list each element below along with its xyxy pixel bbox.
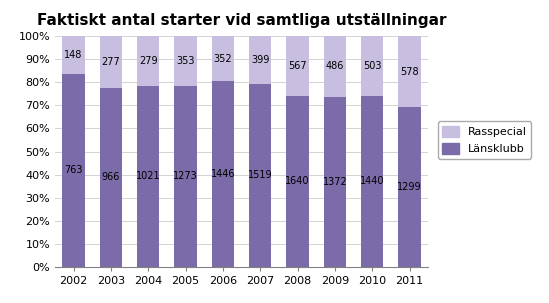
Bar [361,96,383,267]
Bar [137,86,159,267]
Text: 277: 277 [102,57,120,67]
Bar [212,36,234,82]
Bar [399,107,421,267]
Bar [175,36,197,86]
Text: 1440: 1440 [360,176,384,186]
Text: 279: 279 [139,56,158,66]
Text: 148: 148 [64,50,83,60]
Bar [287,36,309,95]
Bar [399,36,421,107]
Bar [100,88,122,267]
Text: 503: 503 [363,61,382,71]
Text: 1021: 1021 [136,171,160,181]
Bar [249,36,271,84]
Bar [100,36,122,88]
Bar [324,36,346,97]
Bar [287,95,309,267]
Bar [63,74,85,267]
Legend: Rasspecial, Länsklubb: Rasspecial, Länsklubb [438,121,531,159]
Bar [249,84,271,267]
Text: 353: 353 [176,56,195,66]
Bar [361,36,383,96]
Text: 763: 763 [64,165,83,175]
Text: 352: 352 [214,54,232,64]
Text: 1299: 1299 [397,182,422,192]
Text: 567: 567 [288,61,307,71]
Bar [137,36,159,86]
Text: 1640: 1640 [285,176,310,186]
Text: 966: 966 [102,172,120,182]
Text: 1446: 1446 [211,169,235,179]
Text: 1273: 1273 [173,171,198,181]
Text: 1372: 1372 [322,177,348,187]
Title: Faktiskt antal starter vid samtliga utställningar: Faktiskt antal starter vid samtliga utst… [37,13,446,28]
Text: 399: 399 [251,55,270,65]
Text: 486: 486 [326,62,344,72]
Bar [63,36,85,74]
Text: 1519: 1519 [248,171,272,181]
Bar [212,82,234,267]
Bar [324,97,346,267]
Bar [175,86,197,267]
Text: 578: 578 [400,67,419,77]
